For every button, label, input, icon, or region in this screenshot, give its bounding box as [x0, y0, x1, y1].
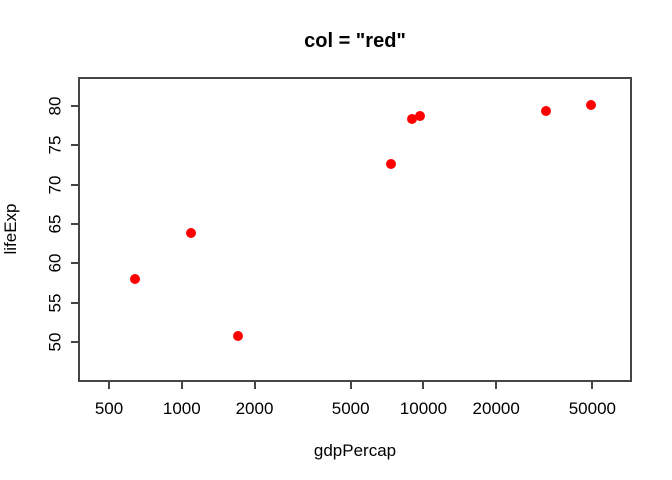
y-tick-mark — [71, 340, 78, 343]
x-tick-label: 5000 — [331, 399, 370, 418]
y-tick-mark — [71, 222, 78, 225]
x-tick-mark — [180, 382, 183, 389]
data-point — [406, 114, 417, 125]
x-axis-label: gdpPercap — [313, 441, 397, 460]
x-tick-label: 500 — [94, 399, 124, 418]
data-point — [541, 105, 552, 116]
x-tick-label: 2000 — [235, 399, 274, 418]
x-tick-label: 20000 — [472, 399, 520, 418]
y-tick-label: 50 — [45, 332, 65, 352]
y-tick-mark — [71, 301, 78, 304]
x-tick-mark — [349, 382, 352, 389]
data-point — [385, 159, 396, 170]
y-tick-mark — [71, 183, 78, 186]
x-tick-mark — [253, 382, 256, 389]
data-point — [585, 99, 596, 110]
x-tick-mark — [591, 382, 594, 389]
plot-area — [78, 77, 632, 382]
y-tick-mark — [71, 105, 78, 108]
data-point — [185, 228, 196, 239]
y-tick-label: 80 — [45, 96, 65, 116]
data-point — [414, 110, 425, 121]
x-tick-mark — [422, 382, 425, 389]
y-tick-label: 75 — [45, 135, 65, 155]
x-tick-label: 50000 — [568, 399, 616, 418]
x-tick-mark — [108, 382, 111, 389]
x-tick-label: 1000 — [162, 399, 201, 418]
y-tick-label: 55 — [45, 293, 65, 313]
x-tick-label: 10000 — [399, 399, 448, 418]
plot-title: col = "red" — [304, 30, 406, 52]
y-tick-label: 60 — [45, 253, 65, 273]
y-tick-label: 70 — [45, 175, 65, 195]
x-tick-mark — [495, 382, 498, 389]
y-tick-mark — [71, 144, 78, 147]
data-point — [232, 331, 243, 342]
y-axis-label: lifeExp — [1, 203, 20, 255]
data-point — [130, 274, 141, 285]
y-tick-label: 65 — [45, 214, 65, 234]
y-tick-mark — [71, 262, 78, 265]
